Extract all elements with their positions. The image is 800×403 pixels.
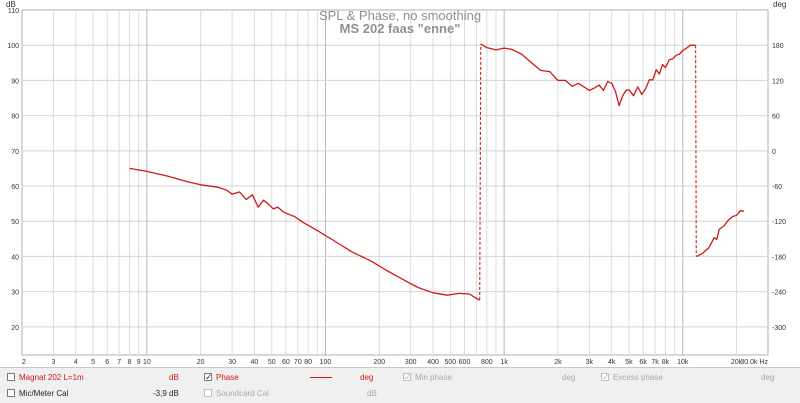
left-tick-label: 100 <box>7 43 19 50</box>
x-tick-label: 50 <box>268 359 276 366</box>
x-tick-label: 500 <box>445 359 457 366</box>
measurement-name[interactable]: Magnat 202 L=1m <box>19 373 84 382</box>
x-tick-label: 10k <box>677 359 689 366</box>
x-tick-label: 4k <box>608 359 616 366</box>
x-tick-label: 5k <box>625 359 633 366</box>
x-tick-label: 20k <box>731 359 743 366</box>
x-tick-label: 60 <box>282 359 290 366</box>
min-phase-unit: deg <box>562 373 576 382</box>
plot-frame <box>21 9 769 356</box>
phase-line-swatch <box>310 377 332 378</box>
x-tick-label: 70 <box>294 359 302 366</box>
x-tick-label: 30 <box>228 359 236 366</box>
excess-phase-label[interactable]: Excess phase <box>613 373 663 382</box>
soundcard-cal-unit: dB <box>367 389 377 398</box>
phase-wrap-line <box>695 45 697 257</box>
right-tick-label: -180 <box>772 254 786 261</box>
left-tick-label: 40 <box>11 254 19 261</box>
right-tick-label: 180 <box>772 43 784 50</box>
spl-phase-chart[interactable]: 2030405060708090100110180120600-60-120-1… <box>0 0 800 367</box>
min-phase-checkbox[interactable] <box>403 372 412 383</box>
x-tick-label: 800 <box>481 359 493 366</box>
excess-phase-unit: deg <box>761 373 775 382</box>
right-tick-label: 0 <box>772 149 776 156</box>
x-tick-label: 1k <box>500 359 508 366</box>
x-tick-label: 20 <box>197 359 205 366</box>
x-tick-label: 6k <box>639 359 647 366</box>
mic-cal-name[interactable]: Mic/Meter Cal <box>19 389 69 398</box>
x-tick-label: 9 <box>137 359 141 366</box>
mic-cal-value: -3,9 dB <box>153 389 179 398</box>
x-tick-label: 8k <box>662 359 670 366</box>
x-tick-label: 4 <box>74 359 78 366</box>
left-tick-label: 60 <box>11 184 19 191</box>
left-axis-unit: dB <box>6 0 16 9</box>
left-tick-label: 110 <box>8 8 19 15</box>
left-tick-label: 20 <box>11 325 19 332</box>
x-tick-label: 600 <box>459 359 471 366</box>
x-tick-label: 40 <box>251 359 259 366</box>
x-tick-label: 3 <box>52 359 56 366</box>
right-axis-unit: deg <box>773 0 787 9</box>
phase-unit: deg <box>360 373 374 382</box>
chart-subtitle: MS 202 faas "enne" <box>339 21 461 36</box>
phase-checkbox[interactable] <box>204 372 213 383</box>
x-tick-label: 8 <box>128 359 132 366</box>
x-tick-label: 10 <box>143 359 151 366</box>
right-tick-label: -60 <box>772 184 782 191</box>
left-tick-label: 70 <box>11 149 19 156</box>
x-tick-label: 7 <box>117 359 121 366</box>
chart-title: SPL & Phase, no smoothing <box>318 8 482 23</box>
right-tick-label: 60 <box>772 114 780 121</box>
excess-phase-checkbox[interactable] <box>601 372 610 383</box>
right-tick-label: -240 <box>772 290 786 297</box>
x-tick-label: 30.0k Hz <box>740 359 768 366</box>
x-tick-label: 200 <box>373 359 385 366</box>
x-tick-label: 400 <box>427 359 439 366</box>
x-tick-label: 6 <box>105 359 109 366</box>
left-tick-label: 80 <box>11 114 19 121</box>
soundcard-cal-checkbox[interactable] <box>204 389 212 397</box>
phase-wrap-line <box>479 44 482 300</box>
measurement-visibility-checkbox[interactable] <box>7 373 15 381</box>
legend-panel: Magnat 202 L=1m dB Phase deg Min phase d… <box>0 367 800 403</box>
min-phase-label[interactable]: Min phase <box>415 373 452 382</box>
x-tick-label: 80 <box>304 359 312 366</box>
spl-unit: dB <box>169 373 179 382</box>
graph-area[interactable]: 20 30 40 50 60 70 80 90 100 110 180 120 60 0 -60 -120 -1… <box>0 0 800 367</box>
left-tick-label: 50 <box>11 219 19 226</box>
x-tick-label: 5 <box>91 359 95 366</box>
soundcard-cal-label[interactable]: Soundcard Cal <box>216 389 269 398</box>
left-tick-label: 30 <box>11 290 19 297</box>
right-tick-label: -300 <box>772 325 786 332</box>
right-tick-label: -120 <box>772 219 786 226</box>
right-tick-label: 120 <box>772 78 784 85</box>
x-tick-label: 7k <box>651 359 659 366</box>
x-tick-label: 2k <box>554 359 562 366</box>
x-tick-label: 100 <box>320 359 332 366</box>
x-tick-label: 3k <box>586 359 594 366</box>
mic-cal-checkbox[interactable] <box>7 389 15 397</box>
phase-label[interactable]: Phase <box>216 373 239 382</box>
x-tick-label: 2 <box>22 359 26 366</box>
left-tick-label: 90 <box>11 78 19 85</box>
phase-trace <box>129 43 745 301</box>
x-tick-label: 300 <box>405 359 417 366</box>
